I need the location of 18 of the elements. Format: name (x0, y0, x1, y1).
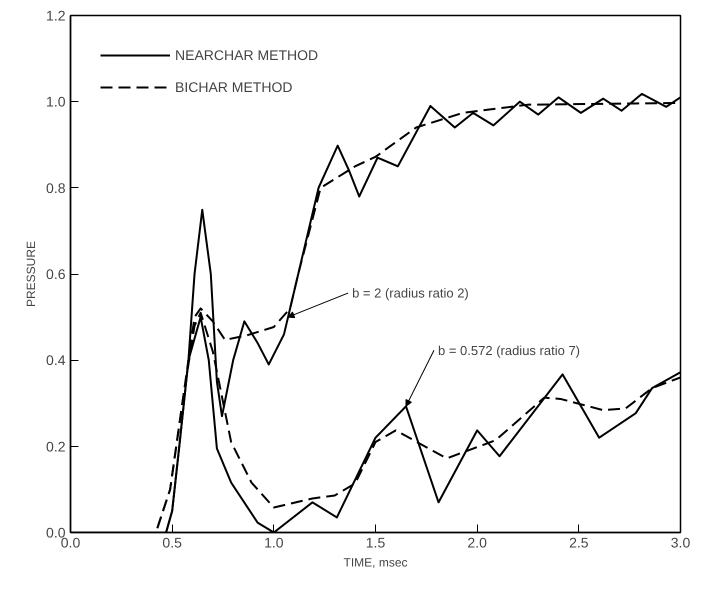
x-tick-label: 0.5 (162, 534, 182, 550)
legend-label: NEARCHAR METHOD (175, 47, 318, 63)
y-tick-label: 0.6 (46, 266, 66, 282)
y-tick-label: 0.8 (46, 180, 66, 196)
y-tick-label: 1.2 (46, 8, 66, 24)
y-tick-label: 1.0 (46, 94, 66, 110)
legend-label: BICHAR METHOD (175, 79, 292, 95)
annotation: b = 0.572 (radius ratio 7) (438, 342, 580, 358)
x-tick-label: 1.5 (366, 534, 386, 550)
x-tick-label: 2.5 (569, 534, 589, 550)
y-tick-label: 0.4 (46, 352, 66, 368)
x-tick-label: 1.0 (264, 534, 284, 550)
x-axis-title: TIME, msec (344, 556, 408, 570)
annotation: b = 2 (radius ratio 2) (352, 286, 469, 301)
y-axis-title: PRESSURE (24, 240, 38, 308)
y-tick-label: 0.2 (46, 438, 66, 454)
x-tick-label: 2.0 (467, 534, 488, 550)
x-tick-label: 3.0 (670, 534, 690, 550)
